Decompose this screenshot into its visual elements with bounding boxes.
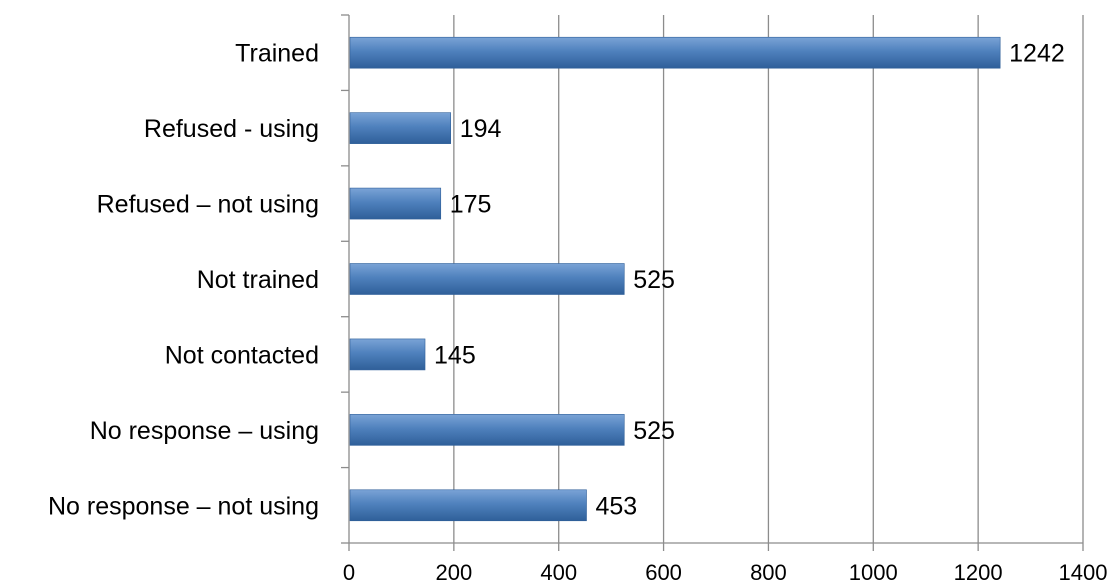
bar: [349, 338, 426, 371]
bar: [349, 263, 625, 295]
x-tick-label: 800: [750, 560, 787, 585]
data-label: 194: [460, 115, 502, 143]
x-tick-label: 600: [645, 560, 682, 585]
x-tick-label: 0: [343, 560, 355, 585]
x-tick-label: 400: [540, 560, 577, 585]
category-label: No response – using: [90, 417, 319, 445]
data-label: 175: [450, 191, 492, 219]
axes: [341, 14, 1084, 551]
category-label: Not trained: [197, 266, 319, 294]
category-label: Refused - using: [144, 115, 319, 143]
category-label: No response – not using: [48, 492, 319, 520]
bar: [349, 414, 625, 446]
data-label: 1242: [1009, 40, 1065, 68]
category-label: Refused – not using: [97, 191, 319, 219]
x-tick-label: 200: [435, 560, 472, 585]
bar: [349, 112, 452, 144]
bar: [349, 36, 1001, 69]
x-tick-label: 1200: [954, 560, 1003, 585]
data-label: 525: [633, 417, 675, 445]
category-label: Trained: [235, 40, 319, 68]
bar: [349, 187, 442, 220]
x-tick-label: 1000: [849, 560, 898, 585]
labels: 0 200 400 600 800 1000 1200 1400 Trained 1242 Refu…: [48, 40, 1107, 585]
bars: [349, 36, 1001, 522]
data-label: 453: [596, 492, 638, 520]
gridlines: [453, 15, 1084, 543]
data-label: 525: [633, 266, 675, 294]
bar: [349, 489, 587, 522]
data-label: 145: [434, 341, 476, 369]
category-label: Not contacted: [165, 341, 319, 369]
x-tick-label: 1400: [1059, 560, 1108, 585]
